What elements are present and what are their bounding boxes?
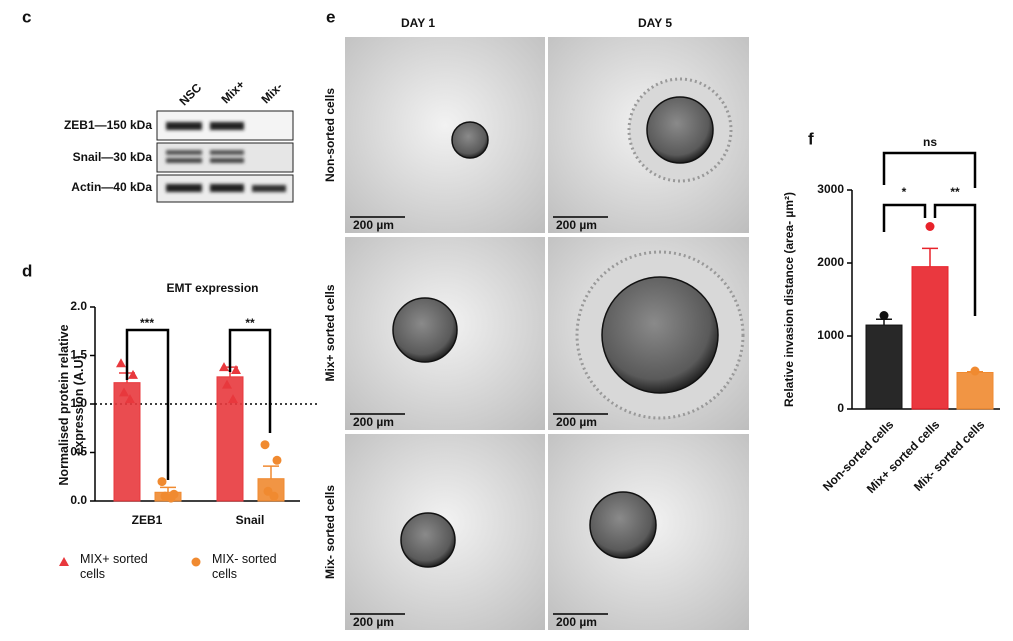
data-point bbox=[166, 493, 176, 503]
blot-strip bbox=[156, 142, 294, 173]
column-header: DAY 1 bbox=[401, 16, 435, 30]
scale-bar-label: 200 µm bbox=[556, 218, 597, 232]
panel-label: c bbox=[22, 7, 31, 26]
significance-bracket bbox=[882, 203, 927, 232]
data-point bbox=[119, 387, 129, 397]
significance-bracket bbox=[228, 328, 272, 433]
y-tick-label: 0 bbox=[837, 401, 844, 415]
data-point bbox=[222, 379, 232, 389]
x-tick-label: Snail bbox=[236, 513, 265, 527]
data-point bbox=[219, 362, 229, 372]
significance-label: ns bbox=[923, 135, 937, 149]
y-tick-label: 1.0 bbox=[70, 396, 87, 410]
significance-bracket bbox=[125, 328, 170, 480]
row-header: Non-sorted cells bbox=[323, 88, 337, 182]
spheroid bbox=[392, 297, 458, 363]
chart-title: EMT expression bbox=[166, 281, 258, 295]
data-point bbox=[128, 369, 138, 379]
y-tick-label: 1.5 bbox=[70, 348, 87, 362]
y-axis-label: Relative invasion distance (area- µm²) bbox=[782, 192, 796, 407]
data-point bbox=[260, 440, 270, 450]
blot-row-label: Actin—40 kDa bbox=[71, 180, 152, 194]
y-axis-label: Normalised protein relative expression (… bbox=[57, 324, 86, 486]
data-point bbox=[272, 455, 282, 465]
lane-label: Mix- bbox=[258, 79, 285, 106]
y-tick-label: 1000 bbox=[817, 328, 844, 342]
error-bar bbox=[160, 486, 176, 493]
micrograph bbox=[345, 37, 545, 233]
legend-marker bbox=[59, 557, 69, 566]
spheroid bbox=[646, 96, 714, 164]
scale-bar-label: 200 µm bbox=[556, 615, 597, 629]
data-point bbox=[269, 491, 279, 501]
spheroid bbox=[589, 491, 657, 559]
bar bbox=[911, 266, 949, 410]
column-header: DAY 5 bbox=[638, 16, 672, 30]
scale-bar-label: 200 µm bbox=[353, 615, 394, 629]
significance-label: *** bbox=[140, 316, 154, 330]
panel-label: f bbox=[808, 129, 814, 148]
bar bbox=[216, 376, 244, 502]
error-bar bbox=[263, 465, 279, 479]
data-point bbox=[263, 486, 273, 496]
microscopy-grid: DAY 1 DAY 5 Non-sorted cells Mix+ sorted… bbox=[323, 16, 749, 630]
data-point bbox=[116, 358, 126, 368]
lane-label: Mix+ bbox=[218, 77, 247, 106]
data-point bbox=[125, 394, 135, 404]
data-point bbox=[228, 394, 238, 404]
significance-label: ** bbox=[950, 185, 960, 199]
legend-label: MIX- sorted cells bbox=[212, 552, 277, 581]
data-point bbox=[157, 477, 167, 487]
row-header: Mix- sorted cells bbox=[323, 485, 337, 579]
bar bbox=[956, 372, 994, 410]
legend-label: MIX+ sorted cells bbox=[80, 552, 148, 581]
scale-bar-label: 200 µm bbox=[353, 415, 394, 429]
significance-bracket bbox=[882, 151, 977, 188]
western-blot: NSC Mix+ Mix- ZEB1—150 kDa Snail—30 kDa … bbox=[64, 77, 294, 203]
blot-row-label: Snail—30 kDa bbox=[73, 150, 153, 164]
data-point bbox=[231, 365, 241, 375]
lane-label: NSC bbox=[176, 80, 204, 108]
significance-label: * bbox=[902, 185, 907, 199]
blot-bands bbox=[166, 122, 286, 192]
bar bbox=[865, 324, 903, 410]
spheroid bbox=[400, 512, 456, 568]
data-point bbox=[925, 222, 935, 231]
data-point bbox=[970, 366, 980, 376]
spheroid bbox=[601, 276, 719, 394]
panel-label: e bbox=[326, 7, 335, 26]
y-tick-label: 0.0 bbox=[70, 493, 87, 507]
y-tick-label: 0.5 bbox=[70, 445, 87, 459]
significance-bracket bbox=[933, 203, 977, 316]
scale-bar-label: 200 µm bbox=[556, 415, 597, 429]
error-bar bbox=[922, 247, 938, 267]
legend-marker bbox=[191, 557, 201, 567]
y-tick-label: 3000 bbox=[817, 182, 844, 196]
significance-label: ** bbox=[245, 316, 255, 330]
scale-bar-label: 200 µm bbox=[353, 218, 394, 232]
spheroid bbox=[451, 121, 489, 159]
data-point bbox=[879, 311, 889, 321]
panel-label: d bbox=[22, 261, 32, 280]
x-tick-label: ZEB1 bbox=[132, 513, 163, 527]
blot-row-label: ZEB1—150 kDa bbox=[64, 118, 152, 132]
row-header: Mix+ sorted cells bbox=[323, 284, 337, 381]
y-tick-label: 2.0 bbox=[70, 299, 87, 313]
y-tick-label: 2000 bbox=[817, 255, 844, 269]
error-bar bbox=[876, 318, 892, 326]
